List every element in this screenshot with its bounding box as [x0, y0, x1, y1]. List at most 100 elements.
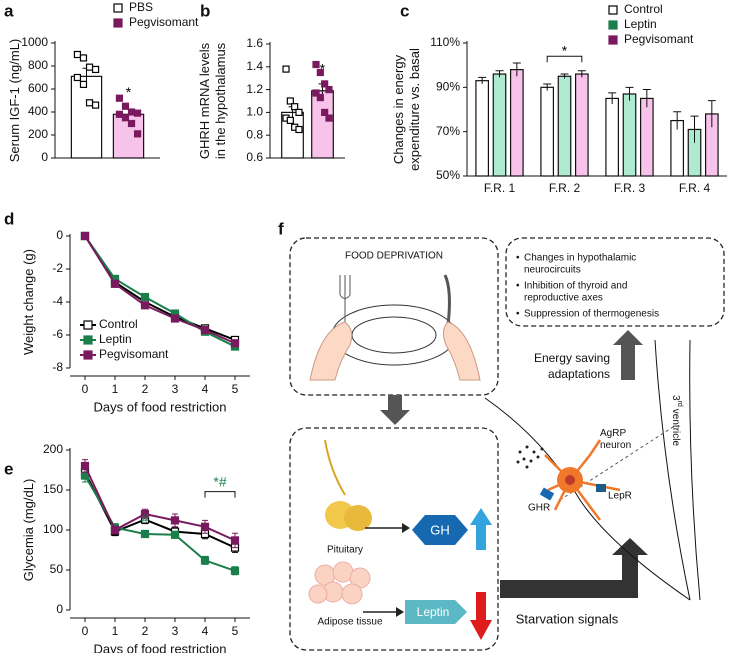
x-tick-label: 3 — [172, 624, 179, 638]
error-bar — [512, 62, 521, 77]
adaptation-line: reproductive axes — [524, 293, 603, 304]
data-point — [230, 566, 240, 575]
y-tick-label: 0.8 — [246, 127, 263, 141]
data-point — [321, 80, 329, 88]
error-bar — [707, 100, 716, 128]
leptin-shape — [405, 600, 467, 624]
data-point — [286, 97, 294, 105]
error-bar — [478, 76, 487, 85]
data-point — [85, 63, 94, 71]
gh-shape — [412, 515, 468, 545]
x-tick-label: 4 — [202, 624, 209, 638]
legend-label: PBS — [129, 0, 153, 14]
y-tick-label: 0 — [56, 228, 63, 242]
data-point — [140, 292, 150, 302]
data-point — [312, 60, 320, 69]
x-tick-label: 5 — [232, 624, 239, 638]
data-point — [321, 108, 329, 117]
x-tick-label: 1 — [112, 624, 119, 638]
energy-saving-line: Energy saving — [534, 351, 610, 365]
y-axis-label-line: Weight change (g) — [21, 249, 36, 355]
stalk — [324, 439, 346, 496]
error-bar — [495, 70, 504, 78]
error-bar — [543, 83, 552, 91]
data-point — [133, 109, 142, 117]
x-tick-label: 2 — [142, 624, 149, 638]
starvation-arrow — [500, 538, 648, 598]
leptin-label: Leptin — [417, 605, 450, 619]
series-line — [84, 235, 236, 348]
legend-label: Pegvisomant — [624, 32, 694, 46]
hand — [309, 321, 353, 381]
data-point — [316, 93, 324, 102]
signals-box — [289, 427, 499, 651]
legend-label: Control — [624, 2, 663, 16]
data-point — [295, 125, 303, 134]
bullet: • — [516, 253, 520, 264]
x-tick-label: 2 — [142, 382, 149, 396]
adaptation-line: Changes in hypothalamic — [524, 253, 636, 264]
y-tick-label: 400 — [28, 104, 48, 118]
lepr-label: LepR — [608, 491, 632, 502]
agrp-line: AgRP — [600, 428, 626, 439]
arrow-up — [613, 330, 643, 380]
ventricle-label: 3rd ventricle — [670, 395, 683, 446]
data-point — [91, 65, 100, 74]
y-tick-label: 0 — [41, 150, 48, 164]
ventricle-word: ventricle — [670, 409, 681, 447]
y-tick-label: -6 — [52, 327, 63, 341]
data-point — [80, 461, 90, 471]
y-tick-label: 110% — [430, 35, 460, 49]
y-tick-label: 150 — [43, 482, 63, 496]
hand — [442, 321, 481, 381]
data-point — [110, 525, 120, 535]
data-point — [121, 114, 130, 122]
brain-outline — [484, 397, 691, 601]
data-point — [121, 102, 130, 110]
x-axis-label: Days of food restriction — [94, 641, 227, 653]
error-bar — [673, 111, 682, 130]
data-point — [80, 231, 90, 241]
y-tick-label: -8 — [52, 360, 63, 374]
y-tick-label: 100 — [43, 522, 63, 536]
adaptation-line: Suppression of thermogenesis — [524, 309, 659, 320]
legend-marker — [608, 20, 618, 30]
annotation: * — [126, 84, 132, 100]
y-tick-label: 1.6 — [246, 36, 263, 50]
data-point — [230, 536, 240, 545]
data-point — [79, 54, 88, 62]
error-bar — [690, 115, 699, 143]
y-tick-label: 1.2 — [246, 82, 263, 96]
data-point — [325, 85, 333, 94]
data-point — [295, 108, 303, 117]
y-axis-label-line: Serum IGF-1 (ng/mL) — [7, 39, 22, 163]
legend-marker — [113, 3, 123, 13]
adaptations-box — [505, 237, 725, 327]
y-tick-label: 200 — [28, 127, 48, 141]
legend-marker — [608, 5, 618, 15]
error-bar — [625, 86, 634, 101]
x-tick-label: 1 — [112, 382, 119, 396]
bullet: • — [516, 309, 520, 320]
knife — [443, 274, 451, 326]
agrp-line: neuron — [600, 440, 631, 451]
gh-label: GH — [430, 522, 450, 537]
y-tick-label: 90% — [436, 80, 460, 94]
ventricle-wall — [654, 339, 701, 601]
panel-letter: c — [400, 1, 409, 20]
error-bar — [577, 70, 586, 78]
y-tick-label: 1000 — [21, 35, 48, 49]
y-tick-label: 200 — [43, 442, 63, 456]
data-point — [291, 103, 299, 111]
panel-letter: b — [200, 1, 210, 20]
y-tick-label: 1.0 — [246, 105, 263, 119]
adipose-label: Adipose tissue — [317, 617, 382, 628]
legend-marker — [608, 35, 618, 45]
data-point — [91, 101, 100, 109]
data-point — [140, 509, 150, 519]
bar — [509, 68, 524, 177]
annotation: *# — [213, 473, 226, 489]
data-point — [200, 522, 210, 531]
y-tick-label: 800 — [28, 58, 48, 72]
